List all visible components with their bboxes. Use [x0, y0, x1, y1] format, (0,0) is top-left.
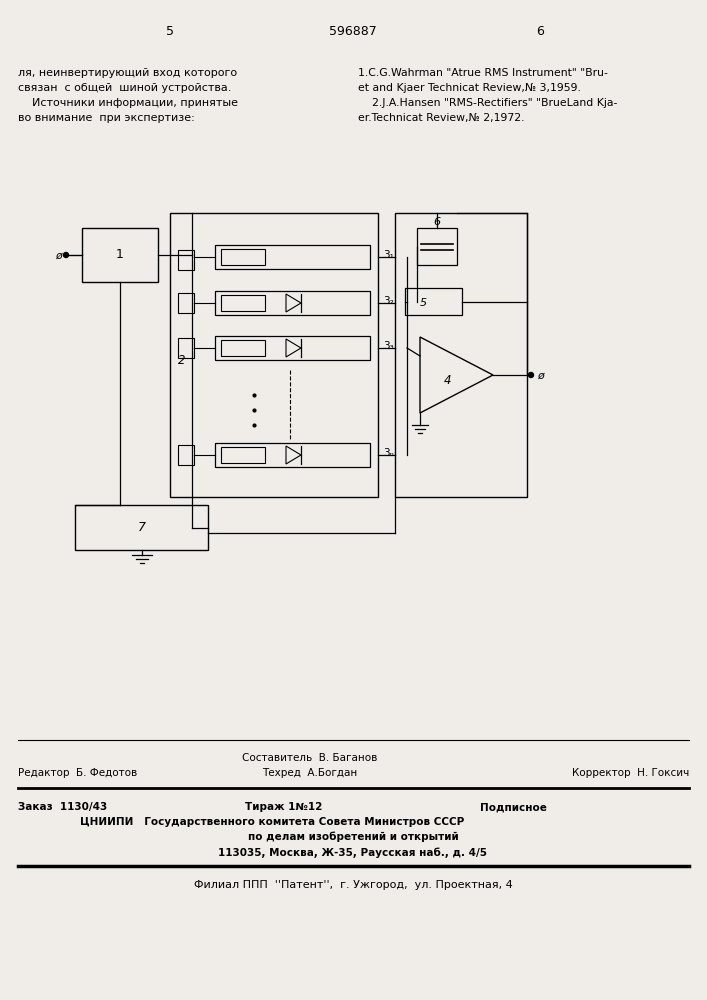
Text: Редактор  Б. Федотов: Редактор Б. Федотов	[18, 768, 137, 778]
Bar	[215, 291, 370, 315]
Bar	[215, 245, 370, 269]
Bar	[221, 340, 265, 356]
Text: Составитель  В. Баганов: Составитель В. Баганов	[243, 753, 378, 763]
Text: 3₁: 3₁	[383, 250, 394, 260]
Bar	[417, 228, 457, 265]
Text: 3ₙ: 3ₙ	[383, 448, 394, 458]
Text: 2.J.A.Hansen "RMS-Rectifiers" "BrueLand Kja-: 2.J.A.Hansen "RMS-Rectifiers" "BrueLand …	[358, 98, 617, 108]
Text: 5: 5	[420, 298, 427, 308]
Text: 6: 6	[433, 217, 440, 227]
Text: ø: ø	[56, 251, 62, 261]
Bar	[170, 213, 378, 497]
Text: 3₂: 3₂	[383, 296, 394, 306]
Bar	[221, 295, 265, 311]
Text: 2: 2	[178, 354, 186, 366]
Bar	[178, 338, 194, 358]
Bar	[221, 447, 265, 463]
Text: 596887: 596887	[329, 25, 377, 38]
Text: Подписное: Подписное	[480, 802, 547, 812]
Bar	[178, 293, 194, 313]
Text: ля, неинвертирующий вход которого: ля, неинвертирующий вход которого	[18, 68, 237, 78]
Text: 1: 1	[116, 248, 124, 261]
Text: 4: 4	[444, 373, 452, 386]
Text: ЦНИИПИ   Государственного комитета Совета Министров СССР: ЦНИИПИ Государственного комитета Совета …	[80, 817, 464, 827]
Bar	[75, 505, 208, 550]
Bar	[221, 249, 265, 265]
Bar	[405, 288, 462, 315]
Text: 7: 7	[137, 521, 146, 534]
Text: Техред  А.Богдан: Техред А.Богдан	[262, 768, 358, 778]
Text: во внимание  при экспертизе:: во внимание при экспертизе:	[18, 113, 194, 123]
Bar	[215, 443, 370, 467]
Text: er.Technicat Review,№ 2,1972.: er.Technicat Review,№ 2,1972.	[358, 113, 525, 123]
Text: Филиал ППП  ''Патент'',  г. Ужгород,  ул. Проектная, 4: Филиал ППП ''Патент'', г. Ужгород, ул. П…	[194, 880, 513, 890]
Text: 6: 6	[536, 25, 544, 38]
Bar	[215, 336, 370, 360]
Bar	[178, 445, 194, 465]
Circle shape	[64, 252, 69, 257]
Text: 3₃: 3₃	[383, 341, 394, 351]
Text: et and Kjaer Technicat Review,№ 3,1959.: et and Kjaer Technicat Review,№ 3,1959.	[358, 83, 581, 93]
Circle shape	[529, 372, 534, 377]
Text: 113035, Москва, Ж-35, Раусская наб., д. 4/5: 113035, Москва, Ж-35, Раусская наб., д. …	[218, 847, 488, 857]
Text: Тираж 1№12: Тираж 1№12	[245, 802, 322, 812]
Text: 5: 5	[166, 25, 174, 38]
Text: по делам изобретений и открытий: по делам изобретений и открытий	[247, 832, 458, 842]
Text: ø: ø	[537, 371, 544, 381]
Bar	[395, 213, 527, 497]
Text: Заказ  1130/43: Заказ 1130/43	[18, 802, 107, 812]
Text: 1.C.G.Wahrman "Atrue RMS Instrument" "Bru-: 1.C.G.Wahrman "Atrue RMS Instrument" "Br…	[358, 68, 608, 78]
Text: Корректор  Н. Гоксич: Корректор Н. Гоксич	[572, 768, 689, 778]
Text: связан  с общей  шиной устройства.: связан с общей шиной устройства.	[18, 83, 231, 93]
Bar	[178, 250, 194, 270]
Bar	[82, 228, 158, 282]
Text: Источники информации, принятые: Источники информации, принятые	[18, 98, 238, 108]
